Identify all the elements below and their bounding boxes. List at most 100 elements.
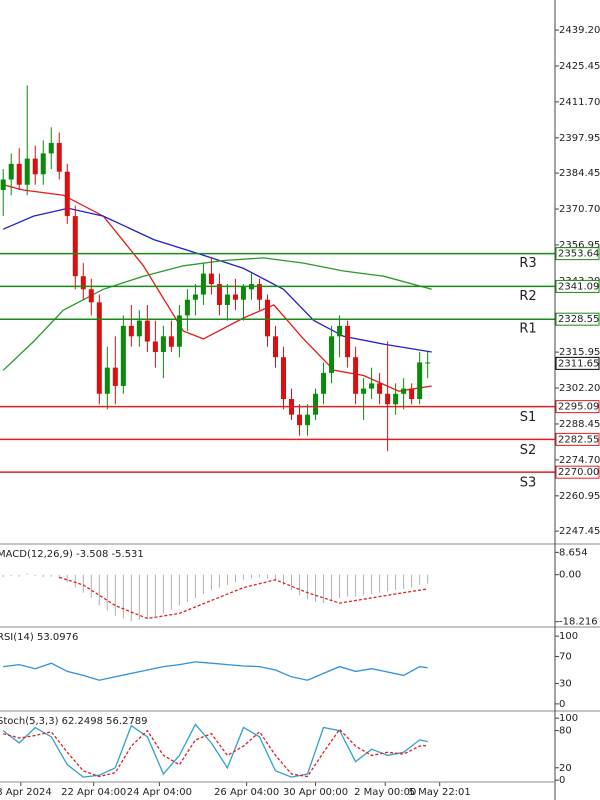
x-tick-label: 24 Apr 04:00 [127,787,192,798]
candle-body [232,294,238,300]
level-price: 2353.64 [558,249,599,260]
candle-body [409,388,415,400]
indicator-line [3,184,432,392]
indicator-line [3,728,428,778]
candle-body [281,357,287,400]
y-tick-label: 2274.70 [559,455,600,466]
indicator-line [59,576,428,620]
y-tick-label: 2356.95 [559,240,600,251]
candle-body [256,284,262,300]
candle-body [393,393,399,405]
level-price: 2270.00 [558,467,599,478]
candle-body [321,372,327,394]
candle-body [345,325,351,358]
level-price: 2295.09 [558,402,599,413]
candle-body [152,341,158,352]
candle-body [192,294,198,300]
candle-body [128,325,134,337]
candle-body [272,336,278,358]
indicator-line [2,207,432,353]
candle-body [48,142,54,154]
y-tick-label: 2370.70 [559,204,600,215]
level-name: S1 [520,410,537,425]
level-name: R3 [519,256,536,271]
y-tick-label: 30 [559,679,572,690]
candle-body [240,286,246,300]
x-tick-label: 26 Apr 04:00 [214,787,279,798]
y-tick-label: 100 [559,631,578,642]
y-tick-label: 2302.20 [559,383,600,394]
indicator-line [3,661,428,681]
panel-title: Stoch(5,3,3) 62.2498 56.2789 [0,716,148,727]
y-tick-label: 2439.20 [559,25,600,36]
panel-title: MACD(12,26,9) -3.508 -5.531 [0,549,144,560]
candle-body [168,336,174,347]
candle-body [184,299,190,316]
y-tick-label: 20 [559,763,572,774]
indicator-line [2,257,432,371]
candle-body [425,362,431,364]
y-tick-label: 2260.95 [559,491,600,502]
level-price-box [555,400,600,414]
candle-body [401,388,407,394]
candle-body [377,383,383,394]
level-name: S3 [520,476,537,491]
y-tick-label: 2384.45 [559,168,600,179]
candle-body [216,284,222,305]
y-tick-label: 2288.45 [559,419,600,430]
candle-body [40,153,46,175]
x-tick-label: 2 May 00:00 [354,787,416,798]
y-tick-label: 2425.45 [559,61,600,72]
candle-body [361,388,367,394]
y-tick-label: -18.216 [559,617,598,628]
candle-body [224,294,230,305]
y-tick-label: 0 [559,775,565,786]
level-name: R2 [519,289,536,304]
candle-body [313,393,319,415]
candle-body [112,367,118,386]
candle-body [417,362,423,400]
last-price-box [555,356,600,370]
candle-body [88,289,94,303]
candle-body [337,325,343,337]
level-name: S2 [520,443,537,458]
y-tick-label: 2411.70 [559,97,600,108]
x-tick-label: 30 Apr 00:00 [283,787,348,798]
y-tick-label: 2315.95 [559,347,600,358]
panel-title: RSI(14) 53.0976 [0,632,78,643]
candle-body [72,216,78,277]
y-tick-label: 0 [559,699,565,710]
candle-body [136,320,142,337]
candle-body [80,276,86,290]
candle-body [200,273,206,295]
candle-body [329,336,335,373]
candle-body [385,393,391,405]
candle-body [64,171,70,217]
y-tick-label: 2397.95 [559,133,600,144]
candle-body [353,357,359,394]
level-price: 2282.55 [558,434,599,445]
candle-body [8,163,14,180]
candle-body [24,158,30,185]
candle-body [160,336,166,352]
candle-body [305,414,311,426]
x-tick-label: 18 Apr 2024 [0,787,52,798]
x-tick-label: 22 Apr 04:00 [61,787,126,798]
level-price: 2328.55 [558,314,599,325]
candle-body [96,302,102,394]
y-tick-label: 80 [559,726,572,737]
x-tick-label: 5 May 22:01 [409,787,471,798]
last-price: 2311.65 [558,358,599,369]
level-price: 2341.09 [558,281,599,292]
indicator-line [2,723,428,778]
y-tick-label: 8.654 [559,547,588,558]
y-tick-label: 0.00 [559,570,581,581]
level-price-box [555,432,600,446]
candle-body [144,320,150,342]
y-tick-label: 2247.45 [559,526,600,537]
level-price-box [555,312,600,326]
candle-body [32,158,38,175]
candle-body [104,367,110,394]
candle-body [16,163,22,185]
